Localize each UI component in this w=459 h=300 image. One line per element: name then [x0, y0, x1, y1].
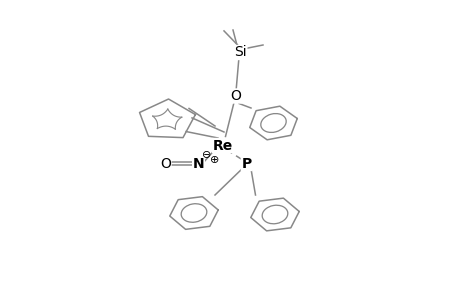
- Text: P: P: [241, 157, 251, 170]
- Text: Si: Si: [234, 46, 246, 59]
- Text: N: N: [192, 157, 204, 170]
- Text: Re: Re: [212, 139, 232, 152]
- Text: ⊕: ⊕: [210, 155, 219, 165]
- Text: O: O: [230, 89, 241, 103]
- Text: O: O: [160, 157, 171, 170]
- Text: ⊖: ⊖: [202, 150, 211, 160]
